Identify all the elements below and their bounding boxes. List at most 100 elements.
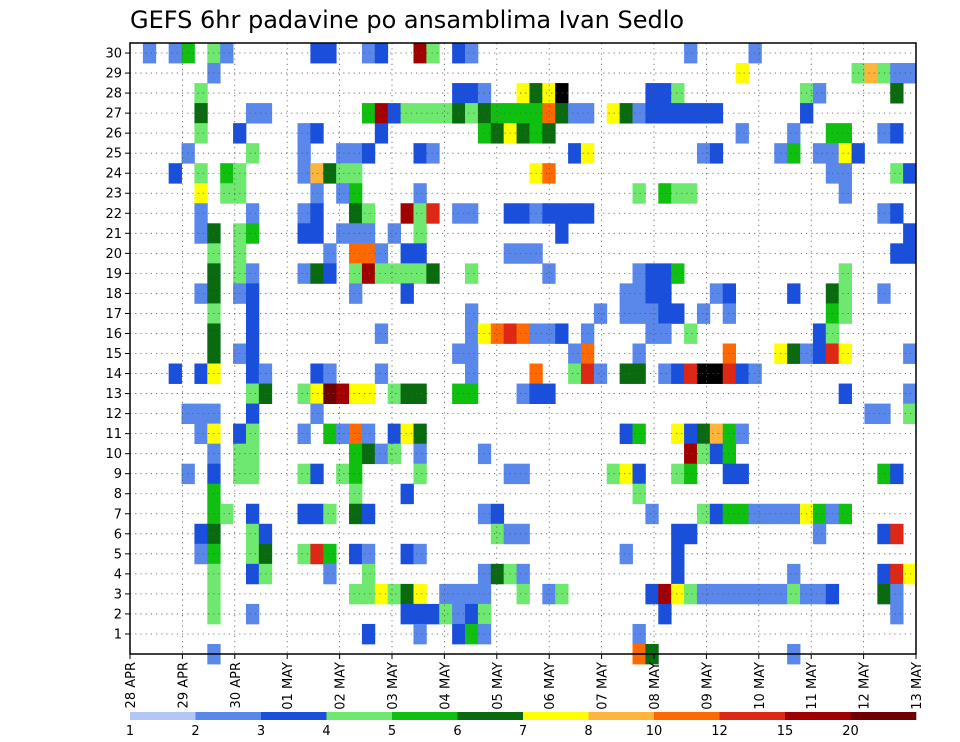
heatmap-cell	[387, 263, 401, 284]
heatmap-cell	[142, 43, 157, 64]
heatmap-cell	[349, 203, 363, 224]
heatmap-cell	[877, 403, 891, 425]
heatmap-cell	[361, 423, 376, 445]
heatmap-cell	[310, 223, 324, 244]
heatmap-cell	[619, 363, 633, 384]
colorbar-swatch	[261, 712, 327, 720]
y-tick-label: 7	[114, 507, 122, 522]
heatmap-cell	[722, 283, 737, 304]
x-tick-label: 30 APR	[229, 662, 244, 708]
heatmap-cell	[838, 283, 852, 304]
heatmap-cell	[310, 43, 324, 64]
heatmap-cell	[877, 583, 891, 605]
heatmap-cell	[903, 63, 917, 84]
heatmap-cell	[323, 423, 337, 445]
heatmap-cell	[722, 463, 737, 485]
heatmap-cell	[645, 503, 659, 525]
y-tick-label: 28	[105, 87, 122, 102]
heatmap-cell	[684, 443, 698, 465]
heatmap-cell	[413, 543, 427, 565]
heatmap-cell	[323, 43, 337, 64]
heatmap-cell	[490, 123, 505, 144]
heatmap-cell	[696, 423, 711, 445]
heatmap-cell	[400, 243, 414, 264]
heatmap-cell	[245, 603, 260, 625]
heatmap-cell	[684, 463, 698, 485]
colorbar-swatch	[457, 712, 524, 720]
heatmap-cell	[838, 183, 852, 204]
heatmap-cell	[568, 203, 582, 224]
heatmap-cell	[361, 143, 376, 164]
heatmap-cell	[245, 343, 260, 364]
heatmap-cell	[812, 583, 827, 605]
heatmap-cell	[413, 143, 427, 164]
heatmap-cell	[890, 123, 904, 144]
heatmap-cell	[696, 303, 711, 324]
heatmap-cell	[722, 343, 737, 364]
heatmap-cell	[323, 163, 337, 184]
colorbar-label: 12	[711, 724, 728, 739]
y-tick-label: 11	[105, 427, 122, 442]
heatmap-cell	[297, 163, 311, 184]
heatmap-cell	[696, 363, 711, 384]
heatmap-cell	[245, 563, 260, 585]
heatmap-cell	[297, 503, 311, 525]
colorbar-swatch	[850, 712, 917, 720]
heatmap-cell	[671, 263, 685, 284]
y-tick-label: 12	[105, 407, 122, 422]
heatmap-cell	[400, 483, 414, 505]
heatmap-cell	[671, 523, 685, 545]
y-tick-label: 13	[105, 387, 122, 402]
heatmap-cell	[761, 583, 775, 605]
heatmap-cell	[490, 323, 505, 344]
heatmap-cell	[542, 383, 556, 404]
heatmap-cell	[658, 583, 672, 605]
heatmap-cell	[465, 263, 479, 284]
y-tick-label: 18	[105, 287, 122, 302]
y-tick-label: 8	[114, 487, 122, 502]
x-tick-label: 07 MAY	[596, 662, 611, 710]
heatmap-cell	[426, 103, 440, 124]
heatmap-cell	[361, 383, 376, 404]
heatmap-cell	[245, 423, 260, 445]
heatmap-cell	[245, 383, 260, 404]
heatmap-cell	[890, 523, 904, 545]
heatmap-cell	[787, 143, 801, 164]
heatmap-cell	[684, 583, 698, 605]
heatmap-cell	[671, 183, 685, 204]
heatmap-cell	[220, 183, 234, 204]
heatmap-cell	[168, 363, 182, 384]
y-tick-label: 30	[105, 47, 122, 62]
y-tick-label: 5	[114, 547, 122, 562]
heatmap-cell	[349, 463, 363, 485]
heatmap-cell	[645, 83, 659, 104]
heatmap-cell	[709, 283, 724, 304]
heatmap-cell	[245, 363, 260, 384]
heatmap-cell	[812, 83, 827, 104]
heatmap-cell	[413, 383, 427, 404]
heatmap-cell	[374, 103, 389, 124]
heatmap-cell	[387, 443, 401, 465]
colorbar-swatch	[130, 712, 196, 720]
heatmap-cell	[516, 563, 530, 585]
heatmap-cell	[400, 283, 414, 304]
heatmap-cell	[361, 43, 376, 64]
y-tick-label: 15	[105, 347, 122, 362]
heatmap-cell	[194, 103, 208, 124]
heatmap-cell	[593, 363, 608, 384]
heatmap-cell	[297, 263, 311, 284]
heatmap-cell	[297, 383, 311, 404]
heatmap-cell	[387, 223, 401, 244]
heatmap-cell	[516, 243, 530, 264]
heatmap-cell	[542, 123, 556, 144]
heatmap-cell	[903, 343, 917, 364]
heatmap-cell	[542, 83, 556, 104]
heatmap-cell	[632, 183, 646, 204]
heatmap-cell	[645, 303, 659, 324]
heatmap-cell	[194, 223, 208, 244]
heatmap-cell	[413, 183, 427, 204]
heatmap-cell	[349, 283, 363, 304]
heatmap-cell	[877, 563, 891, 585]
heatmap-cell	[877, 123, 891, 144]
heatmap-cell	[722, 423, 737, 445]
